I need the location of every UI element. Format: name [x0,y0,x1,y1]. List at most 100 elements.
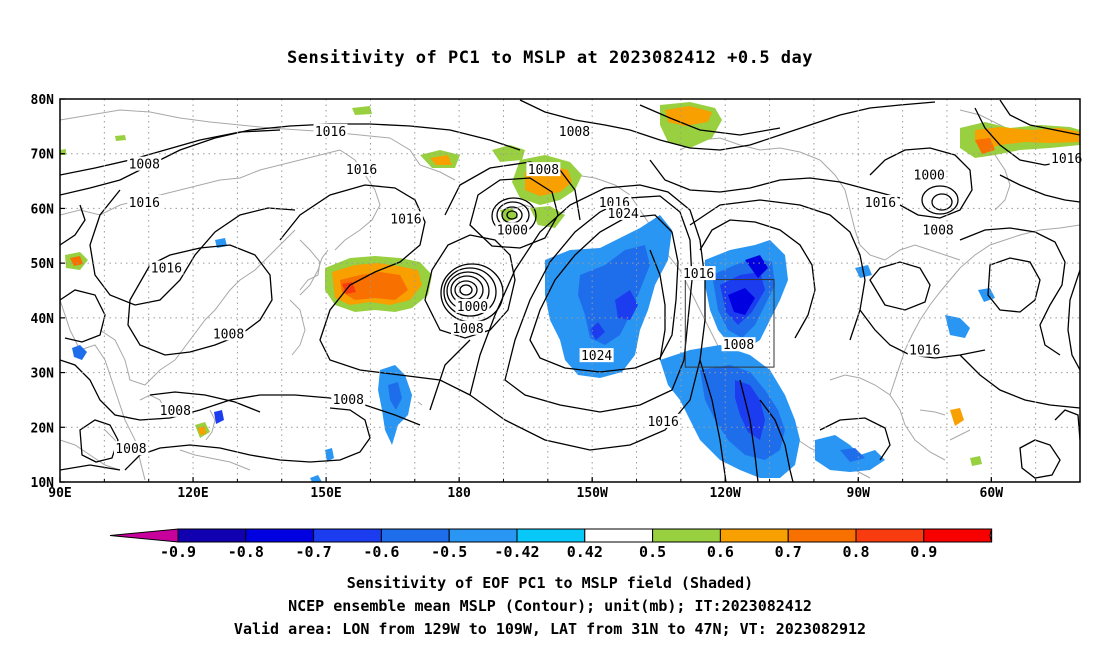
contour-label-bg [526,162,561,177]
lon-tick-label: 60W [980,486,1004,501]
lon-tick-label: 90E [48,486,71,501]
contour-label: 1016 [129,196,160,211]
contour-label-bg [158,402,193,417]
contour-label-bg [921,222,956,237]
contour-label: 1008 [213,327,244,342]
contour-label: 1016 [683,267,714,282]
lat-tick-label: 30N [31,367,55,382]
contour-label-bg [1049,151,1084,166]
contour-label-bg [211,326,246,341]
colorbar-tick-label: -0.8 [228,543,264,561]
contour-label: 1016 [647,415,678,430]
colorbar-swatch [719,528,789,543]
valid-area-box [684,279,775,368]
colorbar-tick-label: 0.7 [775,543,802,561]
contour-label: 1016 [1051,152,1082,167]
contour-label-bg [113,441,148,456]
lon-tick-label: 150E [310,486,341,501]
lon-tick-label: 90W [847,486,871,501]
colorbar-tick-label: -0.5 [431,543,467,561]
contour-label-bg [579,348,614,363]
axis-labels: 90E 120E 150E 180 150W 120W 90W 60W 10N 20N 30N 40N… [31,93,1037,501]
contour-label-bg [127,194,162,209]
contour-label-bg [455,298,490,313]
contour-label-bg [127,156,162,171]
contour-label: 1016 [390,212,421,227]
contour-label: 1008 [333,393,364,408]
caption-valid-area: Valid area: LON from 129W to 109W, LAT f… [233,620,867,638]
colorbar-tick-label: -0.42 [494,543,539,561]
lat-tick-label: 20N [31,421,55,436]
map-title: Sensitivity of PC1 to MSLP at 2023082412… [286,48,813,68]
contour-label: 1000 [914,169,945,184]
contour-label: 1008 [559,125,590,140]
caption-shading: Sensitivity of EOF PC1 to MSLP field (Sh… [346,574,754,592]
colorbar-high-arrow [989,528,993,543]
lon-tick-label: 180 [447,486,471,501]
colorbar-swatch [584,528,654,543]
contour-label-bg [149,260,184,275]
contour-label: 1016 [909,344,940,359]
lat-tick-label: 10N [31,476,55,491]
contour-label-bg [863,194,898,209]
contour-label: 1000 [497,223,528,238]
contour-label-bg [907,342,942,357]
contour-label-bg [646,413,681,428]
lon-tick-label: 120E [177,486,208,501]
contour-label-bg [313,123,348,138]
lat-tick-label: 70N [31,148,55,163]
contour-label: 1016 [346,163,377,178]
lat-tick-label: 80N [31,93,55,108]
contour-label: 1008 [160,404,191,419]
contour-label: 1008 [115,442,146,457]
contour-label-bg [331,391,366,406]
lat-tick-label: 60N [31,202,55,217]
plot-frame [59,98,1081,483]
colorbar-tick-label: 0.42 [567,543,603,561]
contour-label: 1000 [457,300,488,315]
contour-label: 1024 [581,349,612,364]
colorbar-tick-label: -0.7 [296,543,332,561]
colorbar-swatch [787,528,857,543]
contour-label: 1008 [452,322,483,337]
colorbar-swatch [855,528,925,543]
contour-label: 1016 [865,196,896,211]
contour-label-bg [388,211,423,226]
contour-label-bg [495,222,530,237]
colorbar-swatch [923,528,993,543]
contour-label-bg [912,167,947,182]
contour-label-bg [597,194,632,209]
colorbar-tick-label: -0.9 [160,543,196,561]
colorbar-swatch [177,528,247,543]
contour-label-bg [606,205,641,220]
contour-label: 1016 [151,262,182,277]
negative-sensitivity-shading [72,215,995,482]
contour-label-bg [451,320,485,335]
colorbar-swatch [516,528,586,543]
colorbar-tick-label: 0.6 [707,543,734,561]
contour-label-bg [681,266,716,281]
lat-tick-label: 50N [31,257,55,272]
lat-tick-label: 40N [31,312,55,327]
lon-tick-label: 120W [710,486,741,501]
contour-label: 1008 [528,163,559,178]
contour-label: 1024 [608,207,639,222]
colorbar-low-arrow [109,528,179,543]
contour-labels: 1016 1008 1016 1016 1016 1016 1008 1008 1016 1024… [113,123,1084,457]
positive-sensitivity-shading [60,102,1080,466]
contour-label-bg [344,162,379,177]
caption-contour: NCEP ensemble mean MSLP (Contour); unit(… [288,597,812,615]
colorbar-swatch [313,528,382,543]
colorbar-swatch [380,528,450,543]
contour-label-bg [721,337,756,352]
colorbar: -0.9 -0.8 -0.7 -0.6 -0.5 -0.42 0.42 0.5 0.6 0.7 0.… [109,528,993,561]
colorbar-tick-label: 0.9 [910,543,937,561]
colorbar-tick-label: 0.5 [639,543,666,561]
colorbar-swatch [652,528,721,543]
colorbar-swatch [245,528,315,543]
lon-tick-label: 150W [577,486,608,501]
contour-label-bg [557,123,592,138]
colorbar-tick-label: 0.8 [842,543,869,561]
contour-label: 1008 [129,158,160,173]
